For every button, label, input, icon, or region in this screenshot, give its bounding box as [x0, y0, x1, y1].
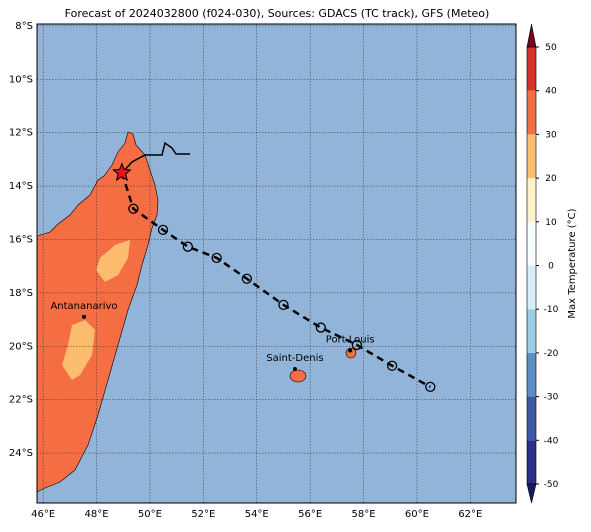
- colorbar-tick-label: -50: [544, 480, 559, 490]
- track-point: [351, 339, 363, 351]
- colorbar-extend: [526, 23, 537, 48]
- colorbar-band: [527, 221, 536, 266]
- city-label: Saint-Denis: [266, 353, 323, 364]
- current-position: [112, 162, 132, 182]
- colorbar-tick-label: -40: [544, 436, 559, 446]
- x-tick-label: 54°E: [245, 509, 269, 520]
- colorbar-band: [527, 309, 536, 353]
- colorbar-tick-label: 20: [545, 174, 557, 184]
- colorbar-label: Max Temperature (°C): [567, 208, 578, 318]
- y-tick-label: 16°S: [9, 234, 33, 245]
- y-tick-label: 14°S: [9, 181, 33, 192]
- colorbar-tick-label: -10: [544, 305, 559, 315]
- track-point: [241, 273, 253, 284]
- x-tick-label: 46°E: [31, 509, 55, 520]
- highland: [62, 320, 95, 380]
- madagascar: [36, 131, 159, 493]
- x-tick-label: 62°E: [458, 509, 482, 520]
- x-tick-label: 48°E: [85, 509, 109, 520]
- y-tick-label: 20°S: [9, 341, 33, 352]
- reunion: [289, 369, 307, 383]
- highland: [96, 240, 130, 282]
- y-tick-label: 10°S: [9, 74, 33, 85]
- x-tick-label: 58°E: [352, 509, 376, 520]
- colorbar-band: [527, 352, 536, 397]
- forecast-track: [120, 172, 431, 388]
- colorbar-tick-label: 30: [545, 130, 557, 140]
- y-tick-label: 8°S: [15, 21, 33, 32]
- city-marker: [348, 348, 353, 353]
- track-point: [128, 203, 139, 214]
- colorbar-tick-label: 10: [545, 218, 557, 228]
- city-label: Port Louis: [326, 335, 375, 346]
- x-tick-label: 50°E: [138, 509, 162, 520]
- colorbar-band: [527, 265, 536, 310]
- y-tick-label: 22°S: [9, 395, 33, 406]
- y-tick-label: 12°S: [9, 128, 33, 139]
- track-point: [182, 241, 194, 252]
- observed-track: [121, 141, 190, 174]
- city-marker: [292, 366, 297, 371]
- colorbar-band: [527, 396, 536, 441]
- y-tick-label: 24°S: [9, 448, 33, 459]
- x-tick-label: 52°E: [191, 509, 215, 520]
- track-point: [278, 299, 289, 311]
- track-point: [386, 360, 398, 371]
- colorbar-tick-label: -30: [544, 393, 559, 403]
- colorbar-band: [527, 178, 536, 222]
- title: Forecast of 2024032800 (f024-030), Sourc…: [65, 7, 490, 20]
- track-point: [157, 224, 169, 236]
- colorbar-tick-label: 40: [545, 87, 557, 97]
- track-point: [425, 381, 436, 393]
- colorbar-tick-label: -20: [544, 349, 559, 359]
- colorbar-tick-label: 50: [545, 43, 557, 53]
- colorbar-band: [527, 90, 536, 135]
- track-point: [211, 252, 222, 264]
- city-label: Antananarivo: [50, 301, 117, 312]
- colorbar-tick-label: 0: [548, 262, 554, 272]
- colorbar-band: [527, 134, 536, 179]
- colorbar-band: [527, 440, 536, 484]
- x-tick-label: 56°E: [298, 509, 322, 520]
- colorbar-extend: [526, 483, 537, 504]
- map-frame: [36, 23, 517, 504]
- y-tick-label: 18°S: [9, 288, 33, 299]
- colorbar-band: [527, 47, 536, 91]
- track-point: [315, 322, 326, 333]
- x-tick-label: 60°E: [405, 509, 429, 520]
- city-marker: [81, 314, 86, 319]
